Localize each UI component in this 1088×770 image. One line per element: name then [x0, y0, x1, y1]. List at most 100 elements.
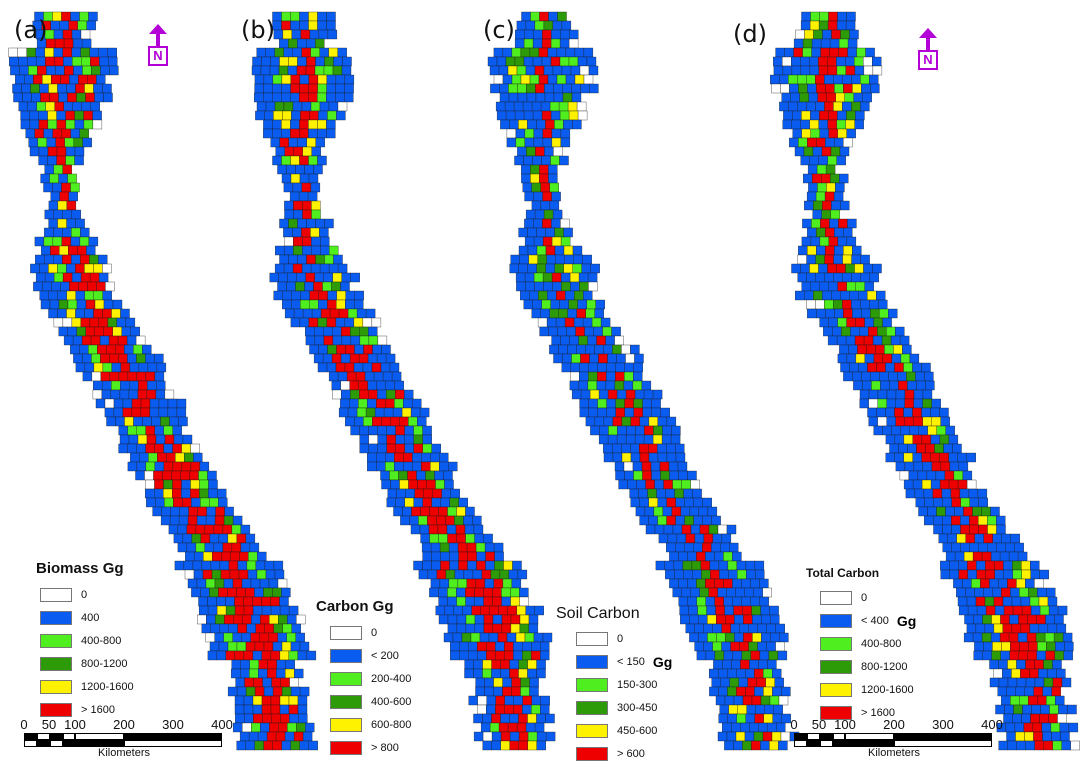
map-grid-cell — [48, 263, 58, 274]
map-grid-cell — [624, 371, 634, 382]
map-grid-cell — [167, 407, 178, 418]
map-grid-cell — [1047, 668, 1057, 679]
map-grid-cell — [85, 299, 96, 310]
map-grid-cell — [299, 740, 309, 751]
map-grid-cell — [270, 650, 281, 661]
map-grid-cell — [770, 74, 780, 85]
map-grid-cell — [585, 308, 595, 319]
map-grid-cell — [611, 326, 621, 337]
map-grid-cell — [517, 92, 528, 103]
map-grid-cell — [309, 110, 319, 121]
map-grid-cell — [868, 398, 878, 409]
map-grid-cell — [246, 560, 257, 571]
map-grid-cell — [987, 542, 997, 553]
map-grid-cell — [870, 83, 880, 94]
map-grid-cell — [515, 137, 526, 148]
map-grid-cell — [301, 101, 312, 112]
map-grid-cell — [588, 371, 598, 382]
map-grid-cell — [521, 173, 531, 184]
map-grid-cell — [585, 344, 595, 355]
map-grid-cell — [540, 695, 550, 706]
map-grid-cell — [648, 497, 658, 508]
map-grid-cell — [248, 731, 259, 742]
map-grid-cell — [121, 326, 131, 337]
map-grid-cell — [271, 677, 281, 688]
map-grid-cell — [825, 83, 835, 94]
map-grid-cell — [815, 74, 825, 85]
legend-swatch-0 — [40, 587, 72, 602]
map-grid-cell — [420, 533, 430, 544]
map-grid-cell — [483, 623, 494, 634]
map-grid-cell — [317, 317, 328, 328]
map-grid-cell — [973, 650, 983, 661]
map-grid-cell — [52, 236, 63, 247]
map-grid-cell — [655, 560, 666, 571]
map-grid-cell — [981, 551, 992, 562]
map-grid-cell — [404, 389, 414, 400]
map-grid-cell — [432, 488, 442, 499]
map-grid-cell — [839, 146, 850, 157]
map-grid-cell — [517, 569, 528, 580]
map-grid-cell — [109, 353, 119, 364]
map-grid-cell — [49, 299, 60, 310]
map-grid-cell — [872, 263, 882, 274]
map-grid-cell — [228, 560, 239, 571]
map-grid-cell — [45, 38, 56, 49]
map-grid-cell — [782, 119, 792, 130]
legend-item: > 1600 — [820, 701, 916, 724]
map-grid-cell — [308, 155, 318, 166]
map-grid-cell — [15, 74, 25, 85]
map-grid-cell — [849, 290, 859, 301]
map-grid-cell — [806, 74, 816, 85]
map-grid-cell — [417, 416, 427, 427]
map-grid-cell — [950, 488, 961, 499]
legend-item: 400-800 — [820, 632, 916, 655]
map-grid-cell — [641, 461, 652, 472]
map-grid-cell — [103, 92, 113, 103]
map-grid-cell — [1067, 704, 1077, 715]
map-grid-cell — [750, 596, 760, 607]
map-grid-cell — [556, 47, 567, 58]
map-grid-cell — [817, 182, 827, 193]
legend-label: 400-800 — [861, 637, 902, 650]
map-grid-cell — [328, 371, 339, 382]
map-grid-cell — [472, 569, 483, 580]
map-grid-cell — [1045, 650, 1055, 661]
map-grid-cell — [416, 470, 426, 481]
map-grid-cell — [743, 614, 753, 625]
map-grid-cell — [886, 326, 896, 337]
map-grid-cell — [804, 200, 814, 211]
map-grid-cell — [385, 452, 395, 463]
map-grid-cell — [239, 551, 249, 562]
map-grid-cell — [898, 380, 908, 391]
map-grid-cell — [956, 587, 966, 598]
map-grid-cell — [1007, 659, 1017, 670]
map-grid-cell — [757, 641, 767, 652]
map-grid-cell — [827, 155, 837, 166]
map-grid-cell — [905, 488, 916, 499]
map-grid-cell — [199, 488, 209, 499]
map-grid-cell — [228, 623, 238, 634]
map-grid-cell — [533, 236, 544, 247]
map-grid-cell — [872, 65, 883, 76]
map-grid-cell — [501, 587, 511, 598]
map-grid-cell — [368, 389, 378, 400]
map-grid-cell — [337, 47, 347, 58]
map-grid-cell — [907, 380, 917, 391]
map-grid-cell — [359, 443, 369, 454]
map-grid-cell — [502, 74, 513, 85]
map-grid-cell — [522, 704, 532, 715]
map-grid-cell — [518, 659, 528, 670]
map-grid-cell — [504, 650, 514, 661]
map-grid-cell — [49, 173, 59, 184]
map-grid-cell — [337, 101, 348, 112]
map-grid-cell — [58, 92, 68, 103]
map-grid-cell — [645, 524, 656, 535]
map-grid-cell — [249, 542, 260, 553]
map-grid-cell — [281, 92, 291, 103]
map-grid-cell — [540, 704, 550, 715]
map-grid-cell — [607, 353, 617, 364]
map-grid-cell — [743, 632, 753, 643]
map-grid-cell — [100, 353, 110, 364]
map-grid-cell — [438, 596, 448, 607]
